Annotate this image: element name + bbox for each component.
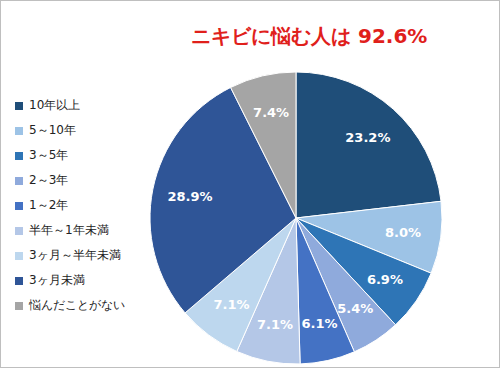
svg-text:7.1%: 7.1% — [213, 297, 249, 312]
html-text:5～10年: 5～10年 — [29, 123, 76, 137]
svg-text:28.9%: 28.9% — [168, 189, 213, 204]
svg-text:5.4%: 5.4% — [337, 301, 373, 316]
html-text:3～5年: 3～5年 — [29, 148, 69, 162]
svg-text:6.1%: 6.1% — [302, 316, 338, 331]
html-text:1～2年: 1～2年 — [29, 198, 69, 212]
svg-text:6.9%: 6.9% — [367, 272, 403, 287]
svg-text:7.4%: 7.4% — [253, 105, 289, 120]
svg-text:7.1%: 7.1% — [257, 317, 293, 332]
html-text:10年以上: 10年以上 — [29, 98, 81, 112]
svg-text:8.0%: 8.0% — [385, 225, 421, 240]
html-text:ニキビに悩む人は 92.6%: ニキビに悩む人は 92.6% — [191, 24, 428, 48]
html-text:3ヶ月未満: 3ヶ月未満 — [29, 273, 85, 287]
html-text:2～3年: 2～3年 — [29, 173, 69, 187]
svg-text:23.2%: 23.2% — [345, 130, 390, 145]
html-text:半年～1年未満: 半年～1年未満 — [29, 223, 109, 237]
html-text:悩んだことがない: 悩んだことがない — [29, 298, 125, 312]
html-text:3ヶ月～半年未満: 3ヶ月～半年未満 — [29, 248, 121, 262]
